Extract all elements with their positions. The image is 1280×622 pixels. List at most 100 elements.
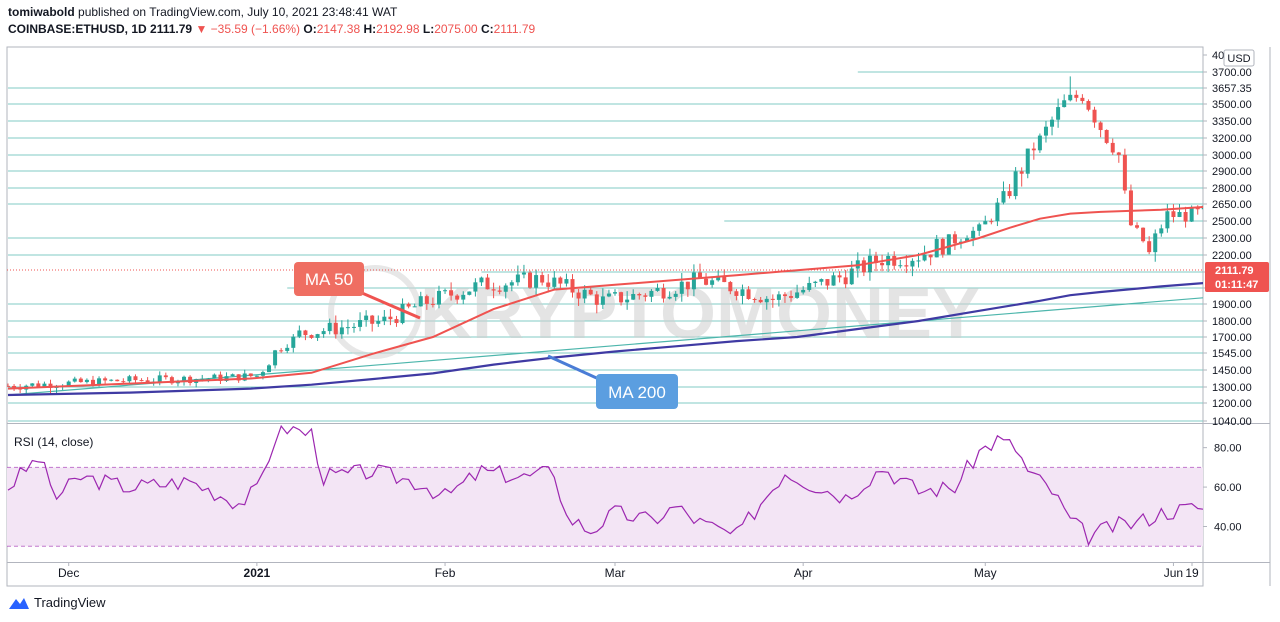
candle-body bbox=[770, 298, 775, 300]
candle-body bbox=[1068, 94, 1073, 101]
candle-body bbox=[819, 279, 824, 282]
candle-body bbox=[843, 277, 848, 285]
candle-body bbox=[952, 234, 957, 244]
candle-body bbox=[503, 285, 508, 292]
candle-body bbox=[934, 238, 939, 258]
candle-body bbox=[1135, 225, 1140, 228]
candle-body bbox=[7, 385, 10, 387]
candle-body bbox=[90, 379, 95, 386]
candle-body bbox=[685, 281, 690, 290]
price-change: ▼ −35.59 (−1.66%) bbox=[195, 22, 301, 36]
price-axis-label: 2500.00 bbox=[1212, 216, 1252, 228]
candle-body bbox=[443, 290, 448, 292]
candle-body bbox=[528, 272, 533, 288]
candle-body bbox=[710, 280, 715, 285]
candle-body bbox=[789, 296, 794, 298]
candle-body bbox=[66, 381, 71, 386]
candle-body bbox=[461, 294, 466, 300]
time-axis-label: Jun bbox=[1164, 566, 1183, 580]
price-axis-label: 1800.00 bbox=[1212, 316, 1252, 328]
candle-body bbox=[1062, 100, 1067, 108]
trendline bbox=[7, 297, 1203, 396]
currency-badge: USD bbox=[1223, 49, 1255, 67]
candle-body bbox=[1074, 94, 1079, 98]
candle-body bbox=[157, 375, 162, 382]
candle-body bbox=[546, 282, 551, 287]
candle-body bbox=[910, 260, 915, 267]
candle-body bbox=[564, 279, 569, 284]
candle-body bbox=[534, 275, 539, 288]
last-price-tag-value: 2111.79 bbox=[1215, 265, 1254, 277]
symbol-header: COINBASE:ETHUSD, 1D 2111.79 ▼ −35.59 (−1… bbox=[8, 22, 535, 36]
candle-body bbox=[370, 315, 375, 324]
candle-body bbox=[1056, 107, 1061, 120]
candle-body bbox=[673, 293, 678, 297]
candle-body bbox=[989, 221, 994, 223]
candle-body bbox=[704, 278, 709, 285]
candle-body bbox=[637, 294, 642, 296]
rsi-axis[interactable]: 80.00 60.00 40.00 bbox=[1203, 443, 1242, 534]
candle-body bbox=[1007, 191, 1012, 197]
candle-body bbox=[691, 272, 696, 290]
time-axis-label: Apr bbox=[794, 566, 813, 580]
candle-body bbox=[333, 322, 338, 335]
candle-body bbox=[133, 376, 138, 381]
candle-body bbox=[558, 277, 563, 284]
candle-body bbox=[1050, 119, 1055, 127]
candle-body bbox=[1171, 211, 1176, 218]
candle-body bbox=[1092, 109, 1097, 123]
candle-body bbox=[273, 350, 278, 366]
time-axis[interactable]: Dec2021FebMarAprMayJunJul19 bbox=[58, 562, 1280, 580]
ma50-callout[interactable]: MA 50 bbox=[294, 262, 421, 320]
price-axis-label: 2200.00 bbox=[1212, 250, 1252, 262]
candle-body bbox=[291, 336, 296, 348]
candle-body bbox=[303, 330, 308, 336]
price-axis-label: 3200.00 bbox=[1212, 133, 1252, 145]
candle-body bbox=[188, 376, 193, 383]
candle-body bbox=[1147, 241, 1152, 253]
candle-body bbox=[776, 294, 781, 300]
low-label: L: bbox=[422, 22, 435, 36]
ma50-callout-box bbox=[294, 262, 364, 296]
candle-body bbox=[424, 296, 429, 304]
candle-body bbox=[1104, 130, 1109, 143]
candle-body bbox=[837, 275, 842, 278]
candles-group bbox=[7, 76, 1203, 395]
candle-body bbox=[649, 290, 654, 297]
candle-body bbox=[600, 296, 605, 305]
candle-body bbox=[1116, 152, 1121, 155]
ma200-callout[interactable]: MA 200 bbox=[547, 354, 678, 409]
price-axis-label: 1200.00 bbox=[1212, 398, 1252, 410]
candle-body bbox=[515, 274, 520, 283]
price-axis[interactable]: 4000.003700.003657.353500.003350.003200.… bbox=[1203, 50, 1252, 428]
candle-body bbox=[1080, 97, 1085, 102]
candle-body bbox=[655, 288, 660, 291]
price-axis-label: 3700.00 bbox=[1212, 67, 1252, 79]
candle-body bbox=[455, 295, 460, 300]
rsi-axis-label: 80.00 bbox=[1214, 443, 1242, 455]
ma50-label: MA 50 bbox=[305, 270, 353, 289]
footer-brand[interactable]: TradingView bbox=[8, 595, 106, 610]
candle-body bbox=[1098, 122, 1103, 131]
candle-body bbox=[928, 254, 933, 258]
candle-body bbox=[977, 224, 982, 231]
candle-body bbox=[540, 275, 545, 283]
watermark-logo-icon bbox=[328, 265, 422, 359]
candle-body bbox=[746, 289, 751, 300]
candle-body bbox=[679, 281, 684, 294]
symbol-name: COINBASE:ETHUSD, 1D bbox=[8, 22, 147, 36]
candle-body bbox=[904, 265, 909, 267]
last-price: 2111.79 bbox=[150, 22, 193, 36]
candle-body bbox=[740, 289, 745, 296]
countdown-timer: 01:11:47 bbox=[1215, 279, 1258, 291]
footer-brand-label: TradingView bbox=[34, 595, 106, 610]
price-axis-label: 2900.00 bbox=[1212, 166, 1252, 178]
candle-body bbox=[752, 299, 757, 301]
candle-body bbox=[1043, 126, 1048, 136]
candle-body bbox=[588, 289, 593, 295]
candle-body bbox=[983, 221, 988, 225]
candle-body bbox=[661, 288, 666, 299]
publish-info: tomiwabold published on TradingView.com,… bbox=[8, 5, 397, 19]
rsi-line-group bbox=[7, 424, 1203, 547]
